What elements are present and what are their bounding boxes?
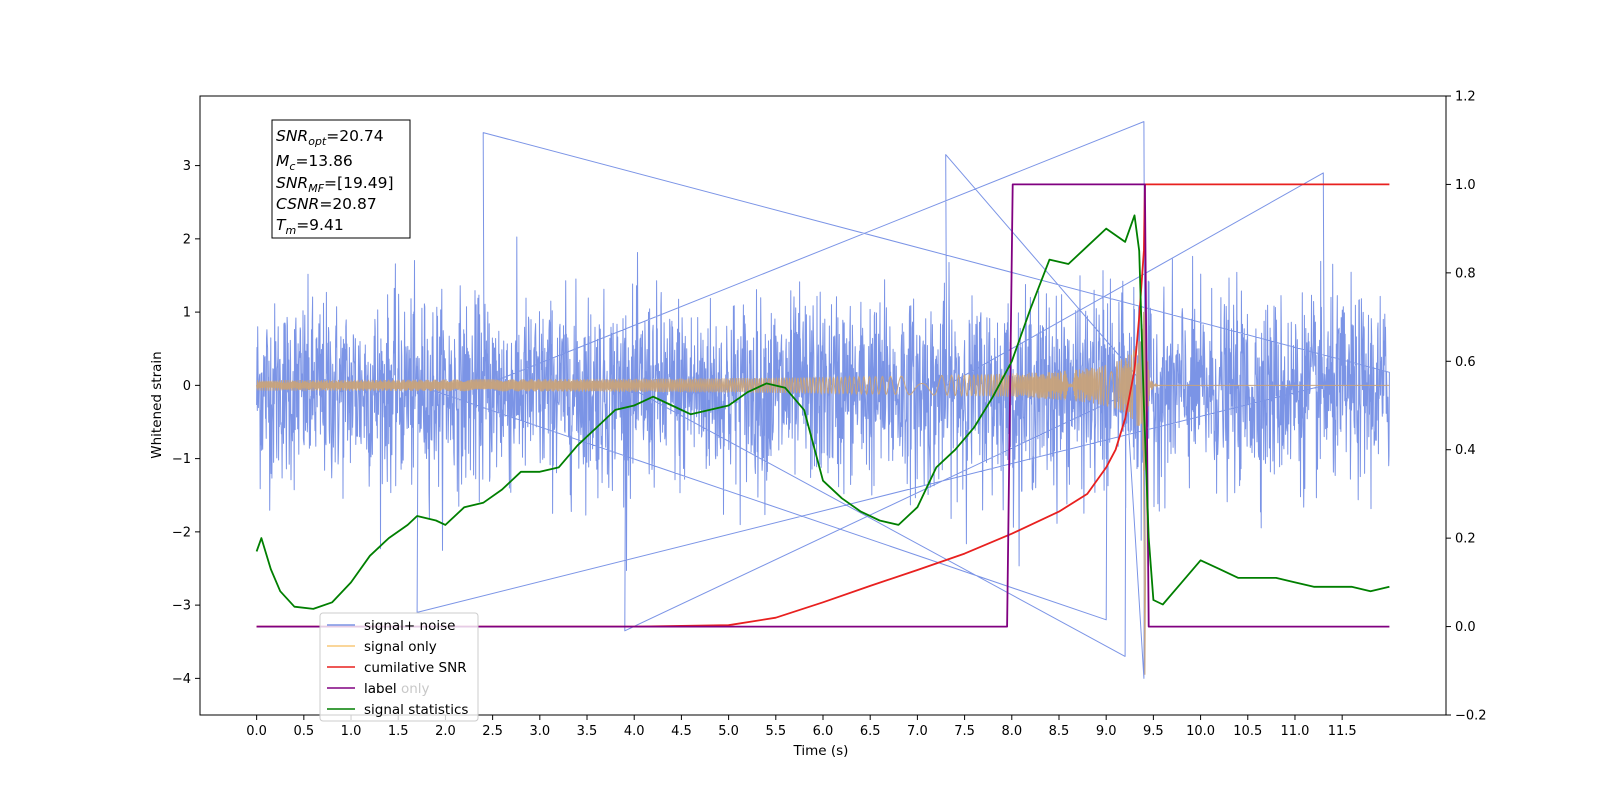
legend-label-signal-noise: signal+ noise <box>364 618 455 634</box>
x-tick-label: 8.0 <box>1001 724 1022 739</box>
y2-tick-label: −0.2 <box>1455 709 1487 724</box>
stats-csnr: CSNR=20.87 <box>276 195 377 213</box>
x-tick-label: 8.5 <box>1049 724 1070 739</box>
legend-label-label: label <box>364 681 397 697</box>
series-signal-statistics <box>255 214 1390 610</box>
y-tick-label: 0 <box>183 379 191 394</box>
y-tick-label: 3 <box>183 159 191 174</box>
x-tick-label: 3.0 <box>529 724 550 739</box>
y-tick-label: −1 <box>172 452 191 467</box>
x-tick-label: 9.5 <box>1143 724 1164 739</box>
x-tick-label: 5.5 <box>765 724 786 739</box>
legend-label-signal-statistics: signal statistics <box>364 702 468 718</box>
x-tick-label: 10.0 <box>1186 724 1215 739</box>
legend-frame <box>319 612 479 722</box>
y-tick-label: 2 <box>183 232 191 247</box>
stats-box-frame <box>271 119 411 239</box>
stats-tm: Tm=9.41 <box>276 216 344 237</box>
y2-tick-label: 1.0 <box>1455 178 1476 193</box>
y-tick-label: −4 <box>172 672 191 687</box>
x-tick-label: 7.5 <box>954 724 975 739</box>
x-tick-label: 2.5 <box>482 724 503 739</box>
x-tick-label: 5.0 <box>718 724 739 739</box>
x-tick-label: 0.5 <box>293 724 314 739</box>
y2-tick-label: 0.8 <box>1455 266 1476 281</box>
x-tick-label: 2.0 <box>435 724 456 739</box>
y2-tick-label: 1.2 <box>1455 90 1476 105</box>
legend-label-signal-only: signal only <box>364 639 437 655</box>
x-tick-label: 4.5 <box>671 724 692 739</box>
y2-tick-label: 0.6 <box>1455 355 1476 370</box>
legend: signal+ noise signal only cumilative SNR… <box>319 612 479 722</box>
y-tick-label: 1 <box>183 306 191 321</box>
y-tick-label: −2 <box>172 525 191 540</box>
y2-axis-ticks: 1.2 1.0 0.8 0.6 0.4 0.2 0.0 −0.2 <box>1446 90 1487 724</box>
x-tick-label: 0.0 <box>246 724 267 739</box>
series-layer <box>255 121 1390 679</box>
y-tick-label: −3 <box>172 599 191 614</box>
series-label <box>256 183 1390 628</box>
x-tick-label: 6.5 <box>860 724 881 739</box>
x-axis-ticks: 0.0 0.5 1.0 1.5 2.0 2.5 3.0 3.5 4.0 4.5 5.0 5.5 6.0 6… <box>246 715 1357 739</box>
series-signal-noise <box>256 121 1390 679</box>
legend-label-cumulative-snr: cumilative SNR <box>364 660 467 676</box>
y-axis-ticks: 3 2 1 0 −1 −2 −3 −4 <box>172 159 200 687</box>
x-tick-label: 10.5 <box>1233 724 1262 739</box>
x-tick-label: 7.0 <box>907 724 928 739</box>
x-tick-label: 1.0 <box>341 724 362 739</box>
stats-mc: Mc=13.86 <box>276 152 353 173</box>
x-tick-label: 1.5 <box>388 724 409 739</box>
x-tick-label: 11.5 <box>1328 724 1357 739</box>
x-tick-label: 9.0 <box>1096 724 1117 739</box>
stats-box: SNRopt=20.74 Mc=13.86 SNRMF=[19.49] CSNR… <box>271 119 411 239</box>
x-tick-label: 11.0 <box>1280 724 1309 739</box>
x-tick-label: 4.0 <box>624 724 645 739</box>
stats-snr-opt: SNRopt=20.74 <box>276 127 384 148</box>
legend-label-label-only: label only <box>364 681 430 697</box>
series-cumulative-snr <box>256 183 1390 628</box>
y2-tick-label: 0.2 <box>1455 532 1476 547</box>
y2-tick-label: 0.4 <box>1455 443 1476 458</box>
y2-tick-label: 0.0 <box>1455 620 1476 635</box>
y-axis-title: Whitened strain <box>149 351 165 458</box>
x-tick-label: 3.5 <box>577 724 598 739</box>
x-axis-title: Time (s) <box>793 743 849 759</box>
stats-snr-mf: SNRMF=[19.49] <box>276 174 394 195</box>
x-tick-label: 6.0 <box>813 724 834 739</box>
